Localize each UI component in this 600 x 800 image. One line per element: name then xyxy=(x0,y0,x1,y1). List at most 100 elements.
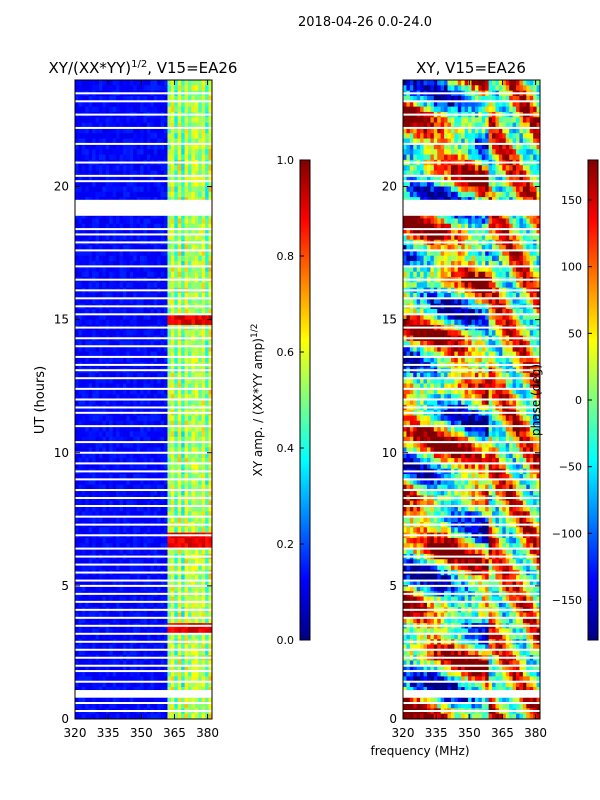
heat-cell xyxy=(105,106,110,113)
heat-cell xyxy=(98,399,103,406)
heat-cell xyxy=(205,399,210,406)
heat-cell xyxy=(133,516,138,523)
heat-cell xyxy=(201,490,206,496)
heat-cell xyxy=(143,564,148,571)
heat-cell xyxy=(88,458,93,464)
heat-cell xyxy=(198,186,203,193)
heat-cell xyxy=(188,426,193,433)
heat-cell xyxy=(95,644,100,651)
heat-cell xyxy=(191,181,196,188)
heat-cell xyxy=(201,165,206,172)
heat-cell xyxy=(98,431,103,438)
heat-cell xyxy=(150,298,155,305)
heat-cell xyxy=(164,681,169,688)
heat-cell xyxy=(201,293,206,299)
heat-cell xyxy=(119,346,124,353)
heat-cell xyxy=(164,138,169,145)
heat-cell xyxy=(181,633,186,640)
heat-cell xyxy=(160,308,165,315)
heat-cell xyxy=(75,516,80,523)
heat-cell xyxy=(133,703,138,709)
heat-cell xyxy=(81,543,86,550)
heat-cell xyxy=(150,580,155,587)
heat-cell xyxy=(174,282,179,289)
heat-cell xyxy=(153,612,158,619)
heat-cell xyxy=(188,500,193,507)
heat-cell xyxy=(126,181,131,188)
heat-cell xyxy=(119,250,124,257)
heat-cell xyxy=(208,314,212,321)
heat-cell xyxy=(150,95,155,102)
heat-cell xyxy=(75,644,80,651)
heat-cell xyxy=(160,229,165,236)
heat-cell xyxy=(146,490,151,496)
heat-cell xyxy=(194,516,199,523)
heat-cell xyxy=(133,298,138,305)
heat-cell xyxy=(146,431,151,438)
heat-cell xyxy=(167,564,172,571)
heat-cell xyxy=(208,85,212,92)
heat-cell xyxy=(98,665,103,672)
heat-cell xyxy=(170,229,175,236)
heat-cell xyxy=(75,426,80,433)
heat-cell xyxy=(140,548,145,555)
right-heatmap xyxy=(403,80,540,719)
heat-cell xyxy=(143,261,148,267)
heat-cell xyxy=(146,447,151,454)
heat-cell xyxy=(88,117,93,124)
heat-cell xyxy=(140,282,145,289)
heat-cell xyxy=(133,356,138,363)
heat-cell xyxy=(205,426,210,433)
heat-cell xyxy=(122,186,127,193)
heat-cell xyxy=(112,250,117,257)
heat-cell xyxy=(95,463,100,470)
heat-cell xyxy=(194,255,199,262)
heat-cell xyxy=(198,649,203,656)
heat-cell xyxy=(160,133,165,140)
heat-cell xyxy=(78,186,83,193)
heat-cell xyxy=(177,266,182,273)
heat-cell xyxy=(119,298,124,305)
heat-cell xyxy=(140,436,145,443)
heat-cell xyxy=(119,447,124,454)
heat-cell xyxy=(105,580,110,587)
heat-cell xyxy=(116,271,121,278)
heat-cell xyxy=(119,431,124,438)
heat-cell xyxy=(102,633,107,640)
heat-cell xyxy=(157,372,162,379)
heat-cell xyxy=(85,255,90,262)
heat-cell xyxy=(198,644,203,651)
heat-cell xyxy=(95,143,100,150)
heat-cell xyxy=(78,617,83,624)
heat-cell xyxy=(184,181,189,188)
heat-cell xyxy=(153,479,158,486)
heat-cell xyxy=(109,271,114,278)
heat-cell xyxy=(201,516,206,523)
heat-cell xyxy=(129,106,134,113)
heat-cell xyxy=(153,346,158,353)
heat-cell xyxy=(188,165,193,172)
heat-cell xyxy=(529,80,534,86)
heat-cell xyxy=(116,415,121,422)
heat-cell xyxy=(116,378,121,385)
heat-cell xyxy=(129,351,134,358)
heat-cell xyxy=(194,356,199,363)
heat-cell xyxy=(188,282,193,289)
heat-cell xyxy=(95,596,100,603)
heat-cell xyxy=(177,617,182,624)
heat-cell xyxy=(150,143,155,150)
heat-cell xyxy=(140,106,145,113)
heat-cell xyxy=(177,133,182,140)
heat-cell xyxy=(109,527,114,534)
heat-cell xyxy=(167,617,172,624)
heat-cell xyxy=(116,175,121,182)
heat-cell xyxy=(174,261,179,267)
heat-cell xyxy=(191,122,196,129)
heat-cell xyxy=(181,191,186,198)
heat-cell xyxy=(78,506,83,512)
heat-cell xyxy=(78,165,83,172)
heat-cell xyxy=(188,559,193,566)
heat-cell xyxy=(181,601,186,608)
heat-cell xyxy=(150,356,155,363)
flagged-row xyxy=(75,680,212,683)
